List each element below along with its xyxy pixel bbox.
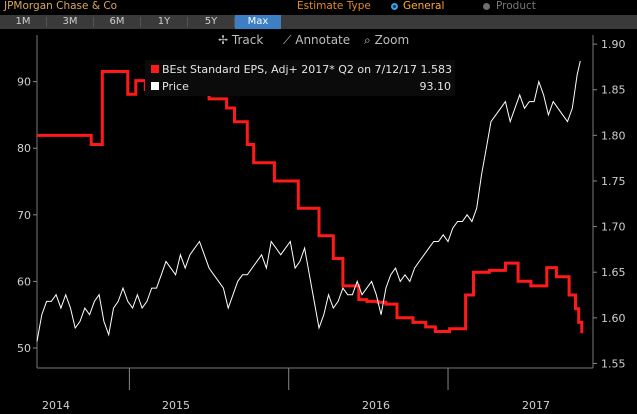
right-tick-label: 1.60: [601, 312, 626, 325]
range-tabs: 1M 3M 6M 1Y 5Y Max: [0, 15, 637, 29]
right-tick-label: 1.65: [601, 266, 626, 279]
tab-divider: [187, 17, 188, 27]
tab-1y[interactable]: 1Y: [157, 16, 171, 27]
left-tick-label: 70: [17, 209, 31, 222]
product-option-label[interactable]: Product: [496, 0, 536, 12]
price-line: [36, 60, 581, 342]
x-tick-label: 2015: [162, 399, 190, 412]
x-tick-label: 2017: [522, 399, 550, 412]
x-axis: 2014 2015 2016 2017: [42, 368, 550, 412]
x-tick-label: 2016: [362, 399, 390, 412]
legend-price: Price: [151, 80, 189, 94]
product-radio[interactable]: [483, 3, 490, 10]
right-axis: 1.55 1.60 1.65 1.70 1.75 1.80 1.85 1.90: [593, 38, 626, 370]
annotate-label: Annotate: [295, 33, 351, 47]
right-tick-label: 1.85: [601, 84, 626, 97]
estimate-type-label: Estimate Type: [297, 0, 371, 12]
tab-1m[interactable]: 1M: [15, 16, 31, 27]
tab-5y[interactable]: 5Y: [204, 16, 218, 27]
tab-divider: [140, 17, 141, 27]
right-tick-label: 1.90: [601, 38, 626, 51]
track-tool[interactable]: ✢ Track: [218, 33, 263, 49]
right-tick-label: 1.55: [601, 357, 626, 370]
tab-max[interactable]: Max: [235, 15, 281, 29]
eps-swatch: [151, 65, 159, 73]
tab-divider: [234, 17, 235, 27]
right-tick-label: 1.80: [601, 129, 626, 142]
general-option-label[interactable]: General: [403, 0, 445, 12]
track-label: Track: [231, 33, 264, 47]
right-tick-label: 1.75: [601, 175, 626, 188]
legend-price-value: 93.10: [419, 80, 452, 93]
left-tick-label: 50: [17, 342, 31, 355]
tab-6m[interactable]: 6M: [109, 16, 125, 27]
pencil-icon: ⟋: [283, 33, 292, 47]
left-tick-label: 80: [17, 142, 31, 155]
header-bar: JPMorgan Chase & Co Estimate Type Genera…: [0, 0, 637, 15]
zoom-tool[interactable]: ⌕ Zoom: [364, 33, 409, 49]
right-tick-label: 1.70: [601, 221, 626, 234]
magnifier-icon: ⌕: [364, 33, 371, 47]
annotate-tool[interactable]: ⟋ Annotate: [283, 33, 350, 49]
eps-line: [37, 70, 584, 334]
x-tick-label: 2014: [42, 399, 70, 412]
tab-divider: [93, 17, 94, 27]
zoom-label: Zoom: [374, 33, 410, 47]
legend-price-label: Price: [162, 80, 189, 93]
chart-legend: BEst Standard EPS, Adj+ 2017* Q2 on 7/12…: [145, 60, 455, 96]
crosshair-icon: ✢: [218, 33, 229, 47]
left-axis: 50 60 70 80 90: [17, 76, 37, 355]
company-name: JPMorgan Chase & Co: [4, 0, 118, 12]
left-tick-label: 90: [17, 76, 31, 89]
legend-eps-label: BEst Standard EPS, Adj+ 2017* Q2 on 7/12…: [162, 63, 452, 76]
legend-eps: BEst Standard EPS, Adj+ 2017* Q2 on 7/12…: [151, 63, 452, 77]
general-radio[interactable]: [391, 3, 398, 10]
series-lines: [36, 60, 584, 342]
tab-divider: [46, 17, 47, 27]
tab-3m[interactable]: 3M: [62, 16, 78, 27]
price-swatch: [151, 82, 159, 90]
left-tick-label: 60: [17, 275, 31, 288]
